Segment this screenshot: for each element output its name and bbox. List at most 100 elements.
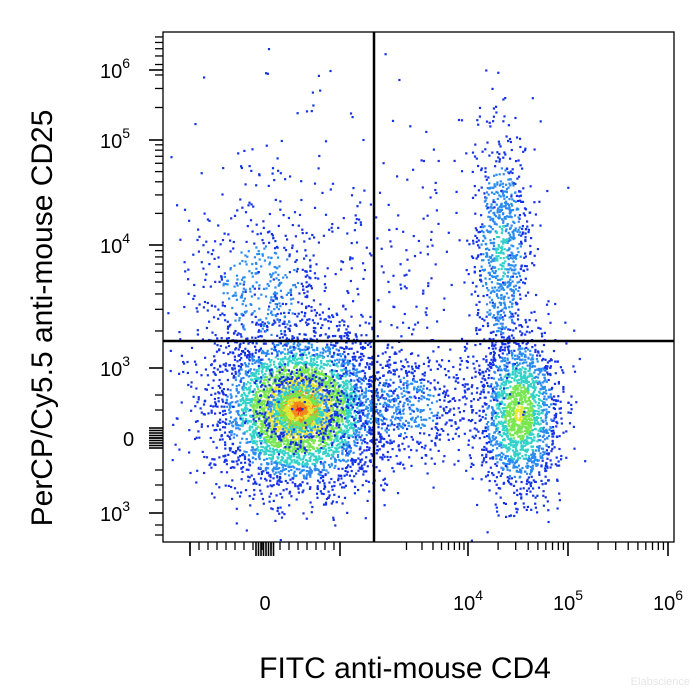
event-dot [249, 425, 252, 428]
event-dot [263, 390, 266, 393]
event-dot [244, 370, 247, 373]
event-dot [392, 428, 396, 431]
event-dot [270, 395, 273, 399]
event-dot [326, 428, 329, 431]
event-dot [326, 343, 329, 346]
event-dot [263, 365, 266, 368]
event-dot [289, 425, 292, 428]
event-dot [382, 422, 385, 425]
event-dot [287, 424, 290, 427]
event-dot [311, 377, 314, 381]
event-dot [317, 432, 320, 435]
event-dot [225, 471, 229, 474]
event-dot [271, 323, 274, 326]
event-dot [330, 502, 333, 505]
event-dot [308, 443, 312, 446]
event-dot [237, 403, 240, 406]
event-dot [268, 415, 271, 418]
event-dot [260, 428, 263, 431]
event-dot [282, 419, 285, 422]
event-dot [306, 463, 309, 466]
event-dot [298, 411, 301, 414]
event-dot [231, 420, 234, 424]
event-dot [268, 418, 271, 421]
event-dot [359, 342, 362, 346]
event-dot [327, 398, 331, 401]
event-dot [227, 353, 230, 356]
event-dot [314, 314, 317, 317]
event-dot [293, 354, 296, 358]
event-dot [286, 383, 289, 386]
event-dot [225, 346, 228, 349]
event-dot [270, 507, 273, 510]
event-dot [335, 435, 338, 439]
event-dot [278, 467, 281, 470]
event-dot [282, 382, 285, 385]
event-dot [274, 428, 277, 431]
event-dot [269, 484, 272, 487]
event-dot [284, 326, 287, 329]
event-dot [279, 361, 282, 364]
event-dot [308, 362, 311, 365]
event-dot [269, 473, 272, 477]
event-dot [329, 397, 332, 400]
event-dot [297, 450, 300, 453]
event-dot [324, 445, 327, 448]
event-dot [295, 453, 298, 456]
event-dot [358, 431, 361, 434]
event-dot [229, 401, 232, 405]
event-dot [264, 373, 267, 376]
event-dot [276, 480, 279, 483]
event-dot [292, 418, 295, 421]
event-dot [276, 312, 279, 316]
event-dot [207, 383, 210, 386]
event-dot [285, 397, 288, 400]
event-dot [341, 346, 344, 349]
event-dot [335, 415, 338, 418]
event-dot [302, 385, 306, 389]
event-dot [296, 485, 299, 488]
event-dot [368, 446, 371, 449]
event-dot [323, 487, 326, 490]
event-dot [386, 424, 389, 427]
event-dot [343, 362, 346, 365]
event-dot [386, 360, 389, 363]
event-dot [321, 401, 325, 404]
event-dot [303, 348, 306, 351]
event-dot [343, 414, 346, 417]
event-dot [307, 429, 310, 432]
event-dot [235, 421, 238, 425]
event-dot [352, 358, 355, 361]
event-dot [324, 333, 327, 336]
event-dot [270, 427, 273, 430]
event-dot [382, 405, 385, 408]
event-dot [295, 460, 298, 464]
event-dot [305, 433, 308, 436]
event-dot [294, 430, 298, 433]
event-dot [278, 388, 281, 391]
event-dot [342, 431, 345, 434]
event-dot [376, 391, 379, 394]
event-dot [313, 426, 316, 429]
event-dot [320, 401, 323, 405]
event-dot [291, 441, 295, 444]
event-dot [296, 358, 299, 361]
event-dot [325, 497, 328, 501]
event-dot [231, 479, 234, 482]
event-dot [334, 388, 337, 391]
event-dot [332, 518, 335, 521]
event-dot [260, 399, 263, 402]
event-dot [226, 401, 229, 405]
event-dot [355, 374, 358, 377]
event-dot [299, 361, 302, 364]
event-dot [340, 337, 343, 340]
event-dot [340, 374, 344, 377]
event-dot [179, 338, 182, 341]
event-dot [331, 346, 334, 350]
event-dot [291, 361, 294, 365]
event-dot [211, 424, 215, 427]
event-dot [284, 396, 287, 399]
event-dot [291, 438, 294, 441]
event-dot [307, 394, 310, 397]
event-dot [311, 422, 314, 425]
